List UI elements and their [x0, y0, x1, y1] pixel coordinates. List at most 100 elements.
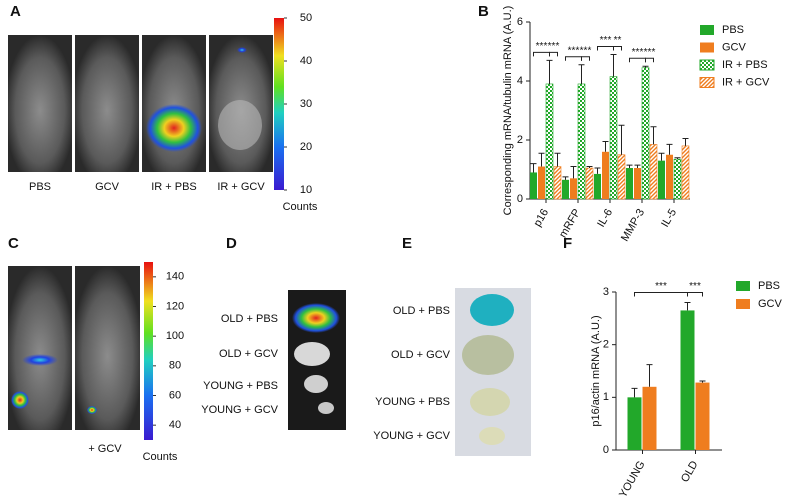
- bar: [594, 173, 601, 199]
- error-bar: [554, 152, 561, 167]
- bar: [585, 167, 594, 200]
- row-label: OLD + PBS: [221, 313, 278, 325]
- y-tick-label: 3: [603, 286, 609, 298]
- tissue: [218, 100, 262, 150]
- legend-swatch: [736, 281, 750, 291]
- signal: [292, 303, 340, 333]
- error-bar: [546, 59, 553, 84]
- bar: [562, 179, 569, 199]
- legend-label: PBS: [722, 24, 744, 36]
- panel-label: B: [478, 3, 489, 20]
- colorbar-tick-label: 30: [300, 98, 312, 110]
- bar: [666, 154, 673, 199]
- image-label: GCV: [95, 181, 120, 193]
- bar: [634, 168, 641, 199]
- panel-c-images: [8, 262, 153, 440]
- bar: [681, 145, 690, 200]
- error-bar: [666, 143, 673, 155]
- significance-bracket: [597, 45, 614, 51]
- signal: [87, 406, 97, 414]
- bar: [545, 83, 554, 200]
- y-axis-label: p16/actin mRNA (A.U.): [590, 315, 602, 426]
- legend-swatch: [699, 77, 715, 88]
- error-bar: [618, 124, 625, 155]
- error-bar: [674, 157, 681, 160]
- row-label: YOUNG + GCV: [373, 430, 450, 442]
- organ: [479, 427, 505, 445]
- error-bar: [626, 164, 633, 169]
- significance-label: ***: [644, 47, 656, 58]
- error-bar: [646, 364, 653, 387]
- bar: [649, 144, 658, 200]
- legend-label: IR + PBS: [722, 59, 768, 71]
- error-bar: [538, 152, 545, 167]
- significance-label: ***: [689, 281, 701, 292]
- bar: [538, 166, 545, 199]
- x-tick-label: YOUNG: [617, 459, 648, 496]
- bar: [627, 397, 642, 450]
- significance-bracket: [634, 292, 688, 297]
- error-bar: [634, 164, 641, 169]
- significance-label: ***: [548, 41, 560, 52]
- y-tick-label: 0: [517, 193, 523, 205]
- organ: [318, 402, 334, 414]
- bar: [602, 151, 609, 199]
- y-tick-label: 2: [603, 339, 609, 351]
- significance-bracket: [629, 57, 646, 63]
- organ: [294, 342, 330, 366]
- signal: [146, 104, 202, 152]
- colorbar-tick-label: 20: [300, 141, 312, 153]
- significance-bracket: [581, 56, 590, 61]
- legend-swatch: [736, 299, 750, 309]
- signal: [11, 391, 29, 409]
- legend-swatch: [699, 59, 715, 71]
- error-bar: [631, 387, 638, 398]
- error-bar: [658, 152, 665, 161]
- bar: [570, 178, 577, 199]
- x-tick-label: p16: [532, 207, 552, 229]
- x-tick-label: IL-5: [659, 207, 679, 229]
- error-bar: [530, 163, 537, 173]
- mouse-image: [75, 266, 140, 430]
- colorbar-tick-label: 120: [166, 300, 184, 312]
- image-label: + GCV: [88, 443, 122, 455]
- colorbar-tick-label: 10: [300, 184, 312, 196]
- bar: [577, 83, 586, 200]
- image-label: IR + PBS: [151, 181, 197, 193]
- colorbar-tick-label: 140: [166, 271, 184, 283]
- error-bar: [578, 64, 585, 84]
- organ: [462, 335, 514, 375]
- y-tick-label: 0: [603, 444, 609, 456]
- signal: [22, 354, 58, 366]
- signal: [237, 47, 247, 53]
- error-bar: [586, 166, 593, 169]
- row-label: YOUNG + PBS: [375, 396, 450, 408]
- panel-d-image: [288, 290, 346, 430]
- colorbar-tick-label: 100: [166, 330, 184, 342]
- error-bar: [602, 140, 609, 152]
- legend-label: GCV: [722, 41, 747, 53]
- colorbar-label: Counts: [143, 451, 178, 463]
- error-bar: [684, 302, 691, 311]
- bar: [553, 166, 562, 200]
- x-tick-label: mRFP: [557, 207, 583, 240]
- significance-bracket: [687, 292, 703, 297]
- x-tick-label: IL-6: [595, 207, 615, 229]
- image-label: PBS: [29, 181, 51, 193]
- legend-label: IR + GCV: [722, 76, 770, 88]
- legend-label: GCV: [758, 298, 783, 310]
- organ: [470, 388, 510, 416]
- error-bar: [642, 65, 649, 68]
- bar: [658, 160, 665, 199]
- colorbar: [274, 18, 284, 190]
- colorbar-tick-label: 80: [169, 360, 181, 372]
- significance-label: ***: [632, 47, 644, 58]
- panel-label: D: [226, 235, 237, 252]
- mouse-image: [75, 35, 139, 172]
- colorbar-tick-label: 40: [300, 55, 312, 67]
- colorbar-tick-label: 60: [169, 389, 181, 401]
- bar: [673, 158, 682, 200]
- row-label: OLD + PBS: [393, 305, 450, 317]
